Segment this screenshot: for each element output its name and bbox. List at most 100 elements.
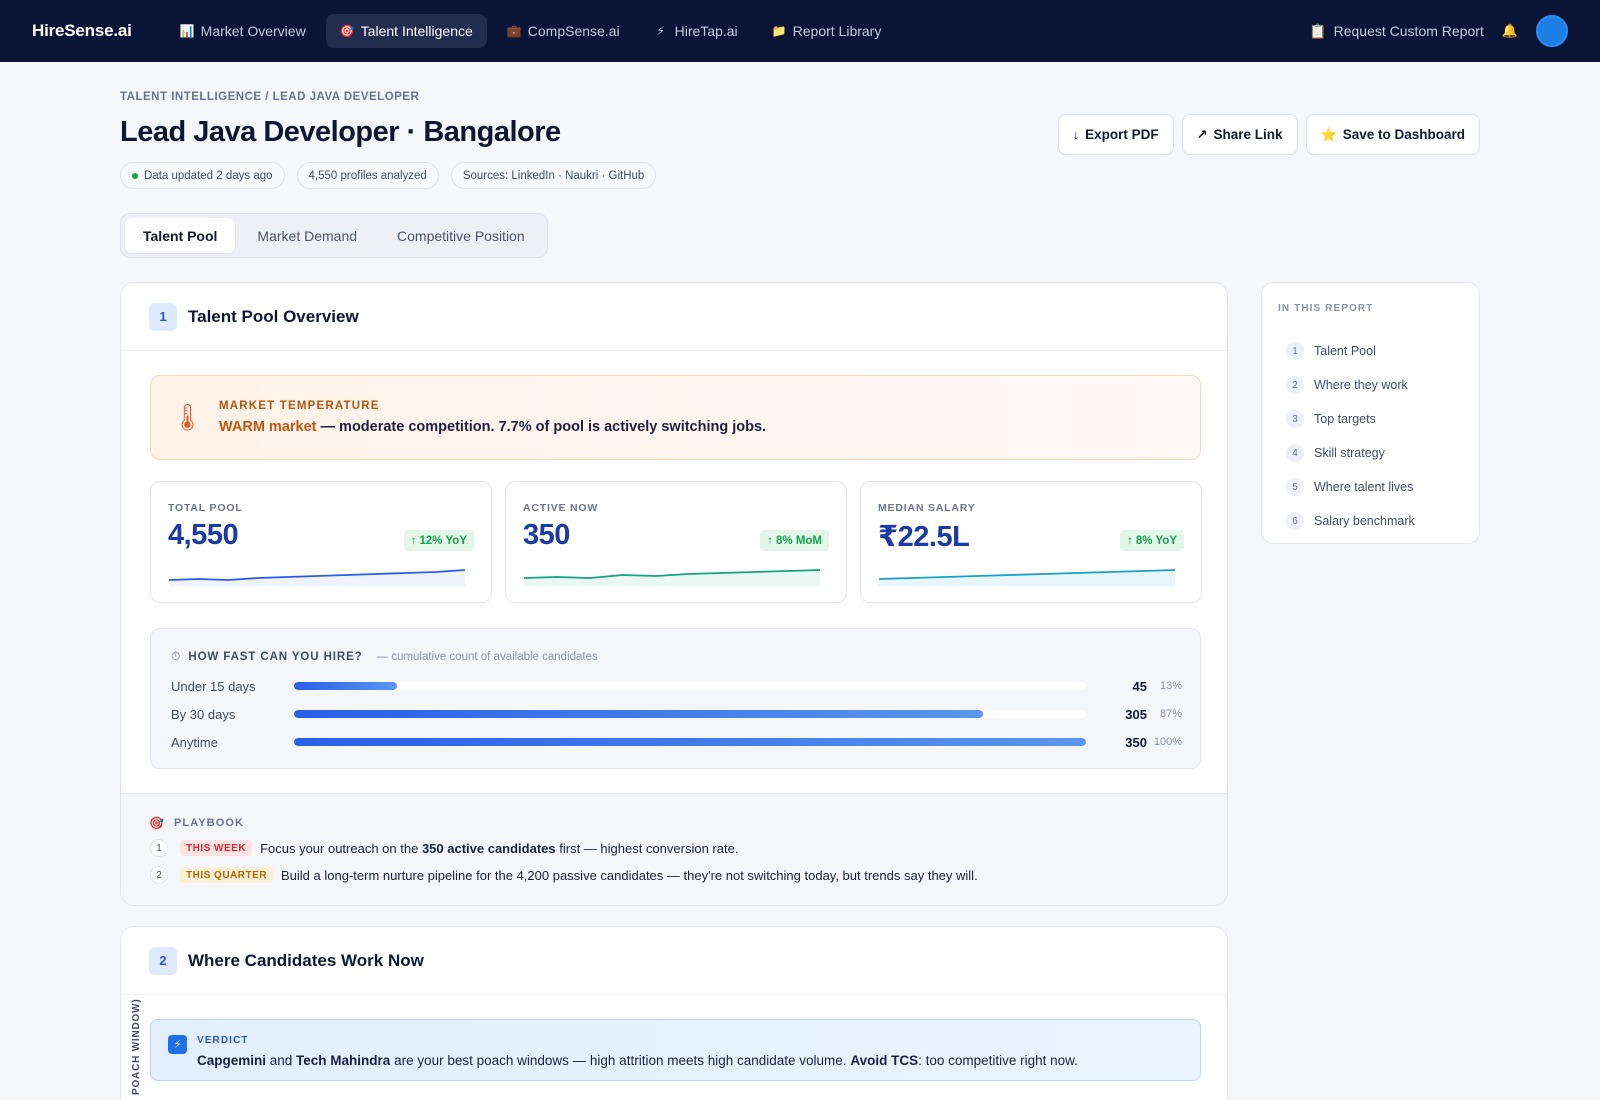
- hire-speed-header: ⏱ HOW FAST CAN YOU HIRE? — cumulative co…: [171, 649, 598, 664]
- thermometer-icon: 🌡: [171, 402, 205, 432]
- playbook-header: 🎯 PLAYBOOK: [149, 816, 244, 830]
- temperature-highlight: WARM market: [219, 419, 317, 435]
- nav-label: Talent Intelligence: [360, 23, 473, 39]
- toc-number: 1: [1286, 342, 1304, 360]
- tab-competitive-position[interactable]: Competitive Position: [397, 227, 525, 244]
- tab-market-demand[interactable]: Market Demand: [257, 227, 358, 244]
- stat-label: MEDIAN SALARY: [878, 502, 976, 514]
- lightning-icon: ⚡: [656, 24, 665, 38]
- data-updated-chip: Data updated 2 days ago: [120, 162, 285, 189]
- chart-icon: 📊: [179, 24, 195, 38]
- export-pdf-button[interactable]: ↓ Export PDF: [1057, 114, 1174, 155]
- trend-badge: ↑ 12% YoY: [403, 530, 474, 551]
- playbook-item-number: 1: [150, 839, 168, 857]
- section-number: 1: [149, 302, 177, 331]
- card-header: 2 Where Candidates Work Now: [121, 927, 1227, 995]
- chip-label: Data updated 2 days ago: [144, 169, 273, 182]
- sparkline-area: [524, 570, 820, 586]
- toc-item-talent-pool[interactable]: 1 Talent Pool: [1278, 334, 1463, 368]
- nav-label: Report Library: [792, 23, 882, 39]
- text-part: are your best poach windows — high attri…: [390, 1053, 851, 1068]
- verdict-text: Capgemini and Tech Mahindra are your bes…: [197, 1053, 1078, 1068]
- nav-compsense[interactable]: 💼 CompSense.ai: [493, 14, 634, 48]
- arrow-up-icon: ↑: [1127, 534, 1133, 547]
- stat-label: ACTIVE NOW: [523, 502, 599, 514]
- nav-report-library[interactable]: 📁 Report Library: [758, 14, 896, 48]
- verdict-callout: ⚡ VERDICT Capgemini and Tech Mahindra ar…: [150, 1019, 1201, 1081]
- target-icon: 🎯: [339, 24, 355, 38]
- trend-badge: ↑ 8% YoY: [1120, 530, 1184, 551]
- badge-label: 12% YoY: [419, 534, 467, 547]
- nav-hiretap[interactable]: ⚡ HireTap.ai: [640, 14, 752, 48]
- top-navbar: HireSense.ai 📊 Market Overview 🎯 Talent In…: [0, 0, 1600, 62]
- stat-card-active-now: ACTIVE NOW 350 ↑ 8% MoM: [505, 481, 847, 603]
- stat-label: TOTAL POOL: [168, 502, 243, 514]
- report-toc: IN THIS REPORT 1 Talent Pool 2 Where they …: [1261, 282, 1480, 544]
- clipboard-icon: 📋: [1309, 22, 1327, 39]
- sparkline: [878, 569, 1176, 586]
- text-bold: 350 active candidates: [421, 840, 556, 856]
- nav-talent-intelligence[interactable]: 🎯 Talent Intelligence: [325, 14, 487, 48]
- header-actions: ↓ Export PDF ↗ Share Link ⭐ Save to Dashboa…: [1057, 114, 1480, 155]
- toc-item-where-talent-lives[interactable]: 5 Where talent lives: [1278, 470, 1463, 504]
- text-bold: Capgemini: [197, 1053, 267, 1068]
- avatar[interactable]: [1536, 15, 1568, 47]
- star-icon: ⭐: [1320, 126, 1337, 142]
- toc-item-salary-benchmark[interactable]: 6 Salary benchmark: [1278, 504, 1463, 538]
- card-header: 1 Talent Pool Overview: [121, 283, 1227, 351]
- hire-row: Under 15 days 45 13%: [171, 678, 1182, 694]
- text-part: first — highest conversion rate.: [555, 840, 739, 856]
- text-bold: Tech Mahindra: [296, 1053, 391, 1068]
- toc-item-where-they-work[interactable]: 2 Where they work: [1278, 368, 1463, 402]
- toc-label: Salary benchmark: [1314, 514, 1415, 528]
- toc-label: Where talent lives: [1314, 480, 1414, 494]
- hire-speed-subtitle: — cumulative count of available candidat…: [376, 650, 598, 663]
- save-dashboard-button[interactable]: ⭐ Save to Dashboard: [1305, 114, 1480, 155]
- hire-speed-panel: ⏱ HOW FAST CAN YOU HIRE? — cumulative co…: [150, 628, 1201, 769]
- hire-row: By 30 days 305 87%: [171, 706, 1182, 722]
- toc-number: 4: [1286, 444, 1304, 462]
- trend-badge: ↑ 8% MoM: [760, 530, 829, 551]
- sources-chip: Sources: LinkedIn · Naukri · GitHub: [450, 162, 657, 189]
- toc-number: 6: [1286, 512, 1304, 530]
- hire-row: Anytime 350 100%: [171, 734, 1182, 750]
- stat-card-total-pool: TOTAL POOL 4,550 ↑ 12% YoY: [150, 481, 492, 603]
- sparkline-line: [523, 569, 821, 579]
- tab-talent-pool[interactable]: Talent Pool: [125, 218, 236, 253]
- nav-label: HireTap.ai: [674, 23, 738, 39]
- sparkline-area: [879, 570, 1175, 586]
- request-custom-report-link[interactable]: 📋 Request Custom Report: [1309, 23, 1484, 40]
- nav-label: CompSense.ai: [527, 23, 620, 39]
- request-label: Request Custom Report: [1333, 23, 1484, 39]
- toc-item-skill-strategy[interactable]: 4 Skill strategy: [1278, 436, 1463, 470]
- text-part: and: [266, 1053, 297, 1068]
- market-temperature-callout: 🌡 MARKET TEMPERATURE WARM market — moder…: [150, 375, 1201, 460]
- hire-row-count: 305: [1125, 706, 1147, 722]
- stopwatch-icon: ⏱: [171, 649, 181, 663]
- nav-right: 📋 Request Custom Report 🔔: [1309, 15, 1568, 47]
- hire-row-label: Anytime: [171, 734, 218, 750]
- verdict-label: VERDICT: [197, 1035, 249, 1046]
- button-label: Save to Dashboard: [1342, 127, 1465, 142]
- progress-fill: [294, 682, 397, 690]
- toc-item-top-targets[interactable]: 3 Top targets: [1278, 402, 1463, 436]
- bell-icon[interactable]: 🔔: [1501, 23, 1518, 38]
- temperature-label: MARKET TEMPERATURE: [219, 400, 380, 412]
- share-link-button[interactable]: ↗ Share Link: [1181, 114, 1298, 155]
- folder-icon: 📁: [771, 24, 787, 38]
- breadcrumb: TALENT INTELLIGENCE / LEAD JAVA DEVELOPE…: [120, 91, 420, 103]
- text-bold: Avoid TCS: [850, 1053, 919, 1068]
- hire-row-percent: 13%: [1159, 680, 1182, 692]
- meta-chips: Data updated 2 days ago 4,550 profiles a…: [120, 162, 657, 189]
- hire-row-percent: 100%: [1153, 736, 1182, 748]
- vertical-axis-label: POACH WINDOW): [131, 998, 142, 1096]
- brand-logo[interactable]: HireSense.ai: [32, 21, 132, 40]
- page-title: Lead Java Developer · Bangalore: [120, 116, 561, 148]
- hire-row-percent: 87%: [1159, 708, 1182, 720]
- sparkline-line: [168, 569, 466, 581]
- toc-title: IN THIS REPORT: [1278, 303, 1374, 314]
- nav-market-overview[interactable]: 📊 Market Overview: [166, 14, 320, 48]
- hire-speed-title: HOW FAST CAN YOU HIRE?: [188, 650, 363, 663]
- stat-card-median-salary: MEDIAN SALARY ₹22.5L ↑ 8% YoY: [860, 481, 1202, 603]
- toc-number: 2: [1286, 376, 1304, 394]
